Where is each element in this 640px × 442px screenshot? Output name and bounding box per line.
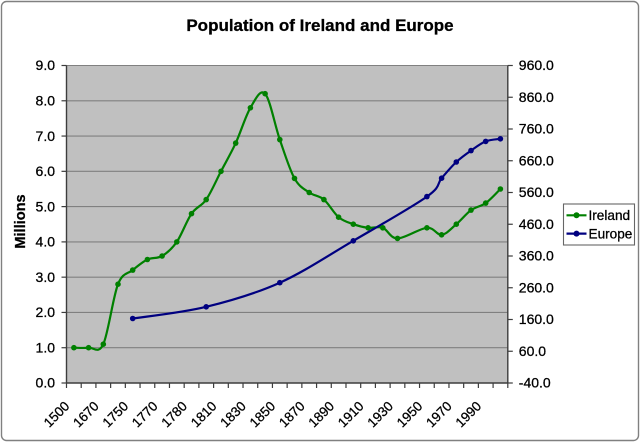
svg-text:3.0: 3.0 (36, 269, 56, 285)
svg-text:-40.0: -40.0 (519, 375, 551, 391)
svg-text:1.0: 1.0 (36, 339, 56, 355)
svg-text:Population of Ireland and Euro: Population of Ireland and Europe (186, 16, 453, 35)
svg-text:2.0: 2.0 (36, 304, 56, 320)
svg-text:0.0: 0.0 (36, 375, 56, 391)
svg-text:560.0: 560.0 (519, 184, 554, 200)
svg-text:760.0: 760.0 (519, 121, 554, 137)
svg-text:8.0: 8.0 (36, 93, 56, 109)
svg-text:360.0: 360.0 (519, 248, 554, 264)
svg-text:160.0: 160.0 (519, 311, 554, 327)
svg-text:460.0: 460.0 (519, 216, 554, 232)
svg-text:260.0: 260.0 (519, 279, 554, 295)
svg-text:9.0: 9.0 (36, 57, 56, 73)
svg-text:5.0: 5.0 (36, 198, 56, 214)
svg-text:60.0: 60.0 (519, 343, 546, 359)
svg-text:Ireland: Ireland (589, 208, 631, 223)
svg-text:Europe: Europe (589, 226, 633, 241)
svg-text:4.0: 4.0 (36, 234, 56, 250)
svg-text:960.0: 960.0 (519, 57, 554, 73)
svg-text:660.0: 660.0 (519, 152, 554, 168)
svg-text:Millions: Millions (13, 194, 29, 248)
svg-text:7.0: 7.0 (36, 128, 56, 144)
svg-text:6.0: 6.0 (36, 163, 56, 179)
svg-text:860.0: 860.0 (519, 89, 554, 105)
